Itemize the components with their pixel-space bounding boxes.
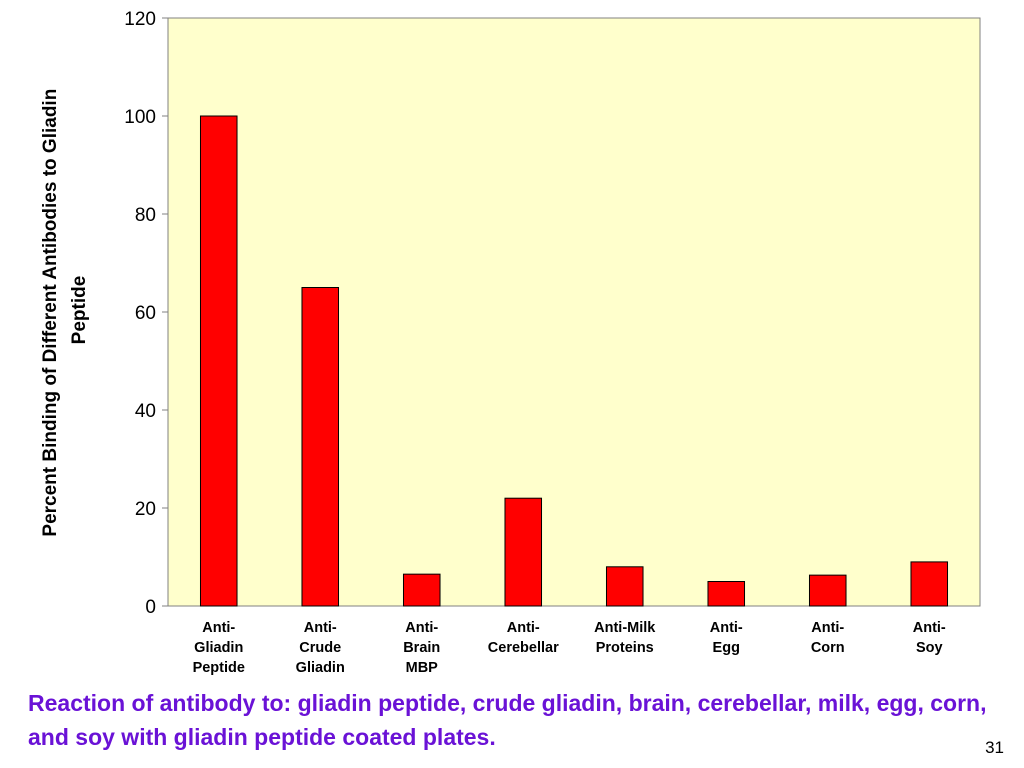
x-tick-label: Anti-Gliadin Peptide: [193, 620, 245, 676]
x-tick-label: Anti-Milk Proteins: [594, 620, 656, 656]
y-tick-label: 0: [145, 597, 156, 618]
plot-area: [167, 17, 981, 607]
slide-caption: Reaction of antibody to: gliadin peptide…: [28, 690, 987, 750]
bar: [199, 115, 238, 607]
bar: [301, 287, 340, 607]
y-tick-label: 80: [135, 205, 156, 226]
bar: [605, 566, 644, 607]
x-tick-label: Anti-Corn: [811, 620, 845, 656]
x-tick-label: Anti-Soy: [913, 620, 946, 656]
bar: [910, 561, 949, 607]
bar: [808, 574, 847, 607]
x-tick-label: Anti-Egg: [710, 620, 743, 656]
y-tick-label: 20: [135, 499, 156, 520]
bar: [707, 581, 746, 607]
y-axis-label: Percent Binding of Different Antibodies …: [40, 83, 90, 536]
bar: [504, 497, 543, 607]
x-tick-label: Anti-Cerebellar: [488, 620, 559, 656]
bar: [402, 573, 441, 607]
x-tick-label: Anti-Crude Gliadin: [296, 620, 345, 676]
x-tick-label: Anti-Brain MBP: [403, 620, 440, 676]
y-tick-label: 60: [135, 303, 156, 324]
y-tick-label: 100: [124, 107, 156, 128]
page-number: 31: [985, 738, 1004, 757]
y-tick-label: 120: [124, 9, 156, 30]
y-tick-label: 40: [135, 401, 156, 422]
bar-chart: 0 20 40 60 80 100 120 Anti-Gliadin Peptide Anti-C…: [40, 9, 981, 676]
